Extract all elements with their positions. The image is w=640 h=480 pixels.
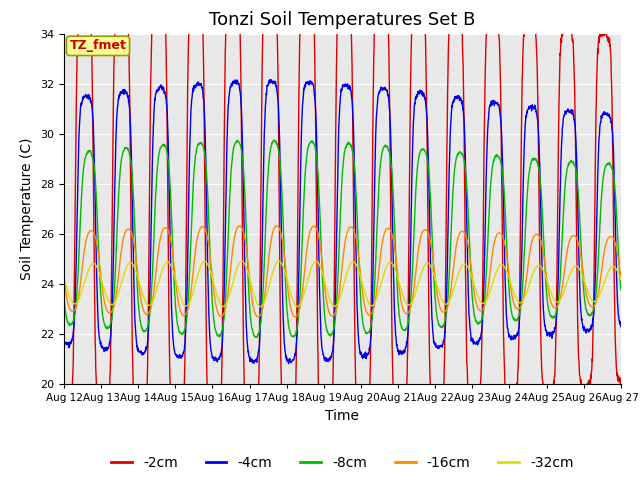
- -2cm: [617, 382, 625, 388]
- -16cm: [88, 228, 96, 234]
- Line: -16cm: -16cm: [64, 226, 621, 317]
- -4cm: [317, 323, 324, 328]
- -16cm: [273, 223, 281, 228]
- Text: TZ_fmet: TZ_fmet: [70, 39, 127, 52]
- -16cm: [601, 246, 609, 252]
- Line: -2cm: -2cm: [64, 0, 621, 442]
- -32cm: [617, 276, 625, 282]
- -8cm: [332, 315, 339, 321]
- -2cm: [88, 92, 96, 98]
- -4cm: [266, 77, 274, 83]
- -2cm: [332, 165, 339, 170]
- -4cm: [285, 361, 292, 367]
- -16cm: [317, 245, 324, 251]
- Line: -4cm: -4cm: [64, 80, 621, 364]
- -16cm: [617, 274, 625, 280]
- -16cm: [332, 310, 339, 316]
- -4cm: [88, 109, 96, 115]
- -2cm: [601, 30, 609, 36]
- -32cm: [257, 304, 264, 310]
- -2cm: [251, 439, 259, 444]
- -8cm: [602, 165, 609, 170]
- -8cm: [270, 137, 278, 143]
- -32cm: [317, 264, 324, 270]
- -4cm: [332, 297, 339, 303]
- X-axis label: Time: Time: [325, 408, 360, 422]
- Y-axis label: Soil Temperature (C): Soil Temperature (C): [20, 138, 35, 280]
- Legend: -2cm, -4cm, -8cm, -16cm, -32cm: -2cm, -4cm, -8cm, -16cm, -32cm: [106, 450, 579, 475]
- -8cm: [252, 335, 259, 340]
- -4cm: [617, 324, 625, 330]
- -4cm: [601, 110, 609, 116]
- -8cm: [88, 155, 96, 160]
- -4cm: [60, 340, 68, 346]
- -16cm: [254, 314, 262, 320]
- -16cm: [602, 244, 609, 250]
- Title: Tonzi Soil Temperatures Set B: Tonzi Soil Temperatures Set B: [209, 11, 476, 29]
- -32cm: [275, 258, 283, 264]
- -32cm: [60, 276, 68, 282]
- -8cm: [60, 294, 68, 300]
- Line: -8cm: -8cm: [64, 140, 621, 337]
- -16cm: [60, 275, 68, 281]
- -32cm: [332, 303, 339, 309]
- -32cm: [602, 276, 609, 282]
- -32cm: [601, 277, 609, 283]
- -4cm: [499, 174, 507, 180]
- -2cm: [317, 420, 324, 425]
- -8cm: [499, 174, 507, 180]
- -8cm: [317, 227, 324, 232]
- -2cm: [602, 32, 609, 37]
- -16cm: [499, 234, 507, 240]
- -8cm: [617, 287, 625, 293]
- -32cm: [88, 261, 96, 266]
- -2cm: [499, 293, 507, 299]
- -2cm: [60, 399, 68, 405]
- -32cm: [499, 262, 507, 268]
- Line: -32cm: -32cm: [64, 261, 621, 307]
- -4cm: [602, 111, 609, 117]
- -8cm: [601, 166, 609, 172]
